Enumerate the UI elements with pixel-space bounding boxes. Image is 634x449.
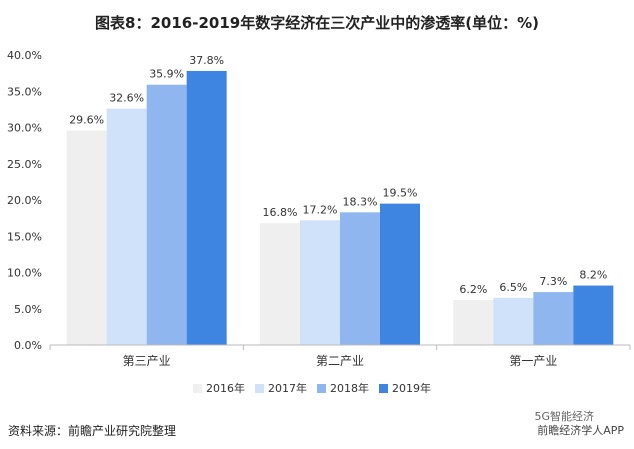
bar — [533, 292, 574, 345]
bar — [66, 130, 107, 345]
legend: 2016年 2017年 2018年 2019年 — [193, 381, 431, 395]
data-label: 6.5% — [499, 281, 527, 294]
bars — [66, 70, 614, 346]
legend-label: 2018年 — [330, 381, 369, 395]
bar — [573, 285, 614, 345]
y-axis: 0.0% 5.0% 10.0% 15.0% 20.0% 25.0% 30.0% 35.0% 40… — [7, 49, 42, 352]
brand-label: 前瞻经济学人APP — [537, 424, 624, 437]
legend-swatch — [255, 384, 264, 393]
category-label: 第三产业 — [123, 354, 171, 368]
legend-label: 2017年 — [268, 381, 307, 395]
watermark-text: 5G智能经济 — [534, 410, 594, 423]
y-tick-label: 0.0% — [14, 339, 42, 352]
data-label: 32.6% — [109, 92, 144, 105]
legend-label: 2016年 — [206, 381, 245, 395]
chart-title: 图表8：2016-2019年数字经济在三次产业中的渗透率(单位：%) — [95, 14, 539, 32]
bar — [260, 223, 300, 345]
bar — [453, 300, 494, 345]
bar — [493, 297, 534, 345]
bar — [106, 108, 147, 346]
data-labels: 29.6% 32.6% 35.9% 37.8% 16.8% 17.2% 18.3% 19.5%… — [69, 54, 607, 296]
category-label: 第二产业 — [316, 354, 364, 368]
x-axis: 第三产业 第二产业 第一产业 — [49, 344, 631, 368]
data-label: 6.2% — [459, 283, 487, 296]
data-label: 29.6% — [69, 113, 104, 126]
legend-swatch — [379, 384, 388, 393]
data-label: 19.5% — [383, 187, 418, 200]
source-note: 资料来源：前瞻产业研究院整理 — [8, 424, 177, 438]
y-tick-label: 25.0% — [7, 158, 42, 171]
y-tick-label: 10.0% — [7, 267, 42, 280]
y-tick-label: 35.0% — [7, 85, 42, 98]
data-label: 7.3% — [539, 275, 567, 288]
bar — [340, 212, 380, 345]
legend-swatch — [317, 384, 326, 393]
data-label: 17.2% — [303, 203, 338, 216]
data-label: 8.2% — [579, 269, 607, 282]
data-label: 18.3% — [343, 195, 378, 208]
legend-swatch — [193, 384, 202, 393]
y-tick-label: 15.0% — [7, 230, 42, 243]
bar — [380, 203, 420, 345]
y-tick-label: 30.0% — [7, 122, 42, 135]
data-label: 16.8% — [263, 206, 298, 219]
bar — [300, 220, 340, 345]
category-label: 第一产业 — [509, 354, 557, 368]
data-label: 35.9% — [149, 68, 184, 81]
legend-label: 2019年 — [392, 381, 431, 395]
data-label: 37.8% — [189, 54, 224, 67]
bar — [146, 84, 187, 345]
y-tick-label: 5.0% — [14, 303, 42, 316]
bar — [186, 70, 227, 345]
y-tick-label: 20.0% — [7, 194, 42, 207]
y-tick-label: 40.0% — [7, 49, 42, 62]
